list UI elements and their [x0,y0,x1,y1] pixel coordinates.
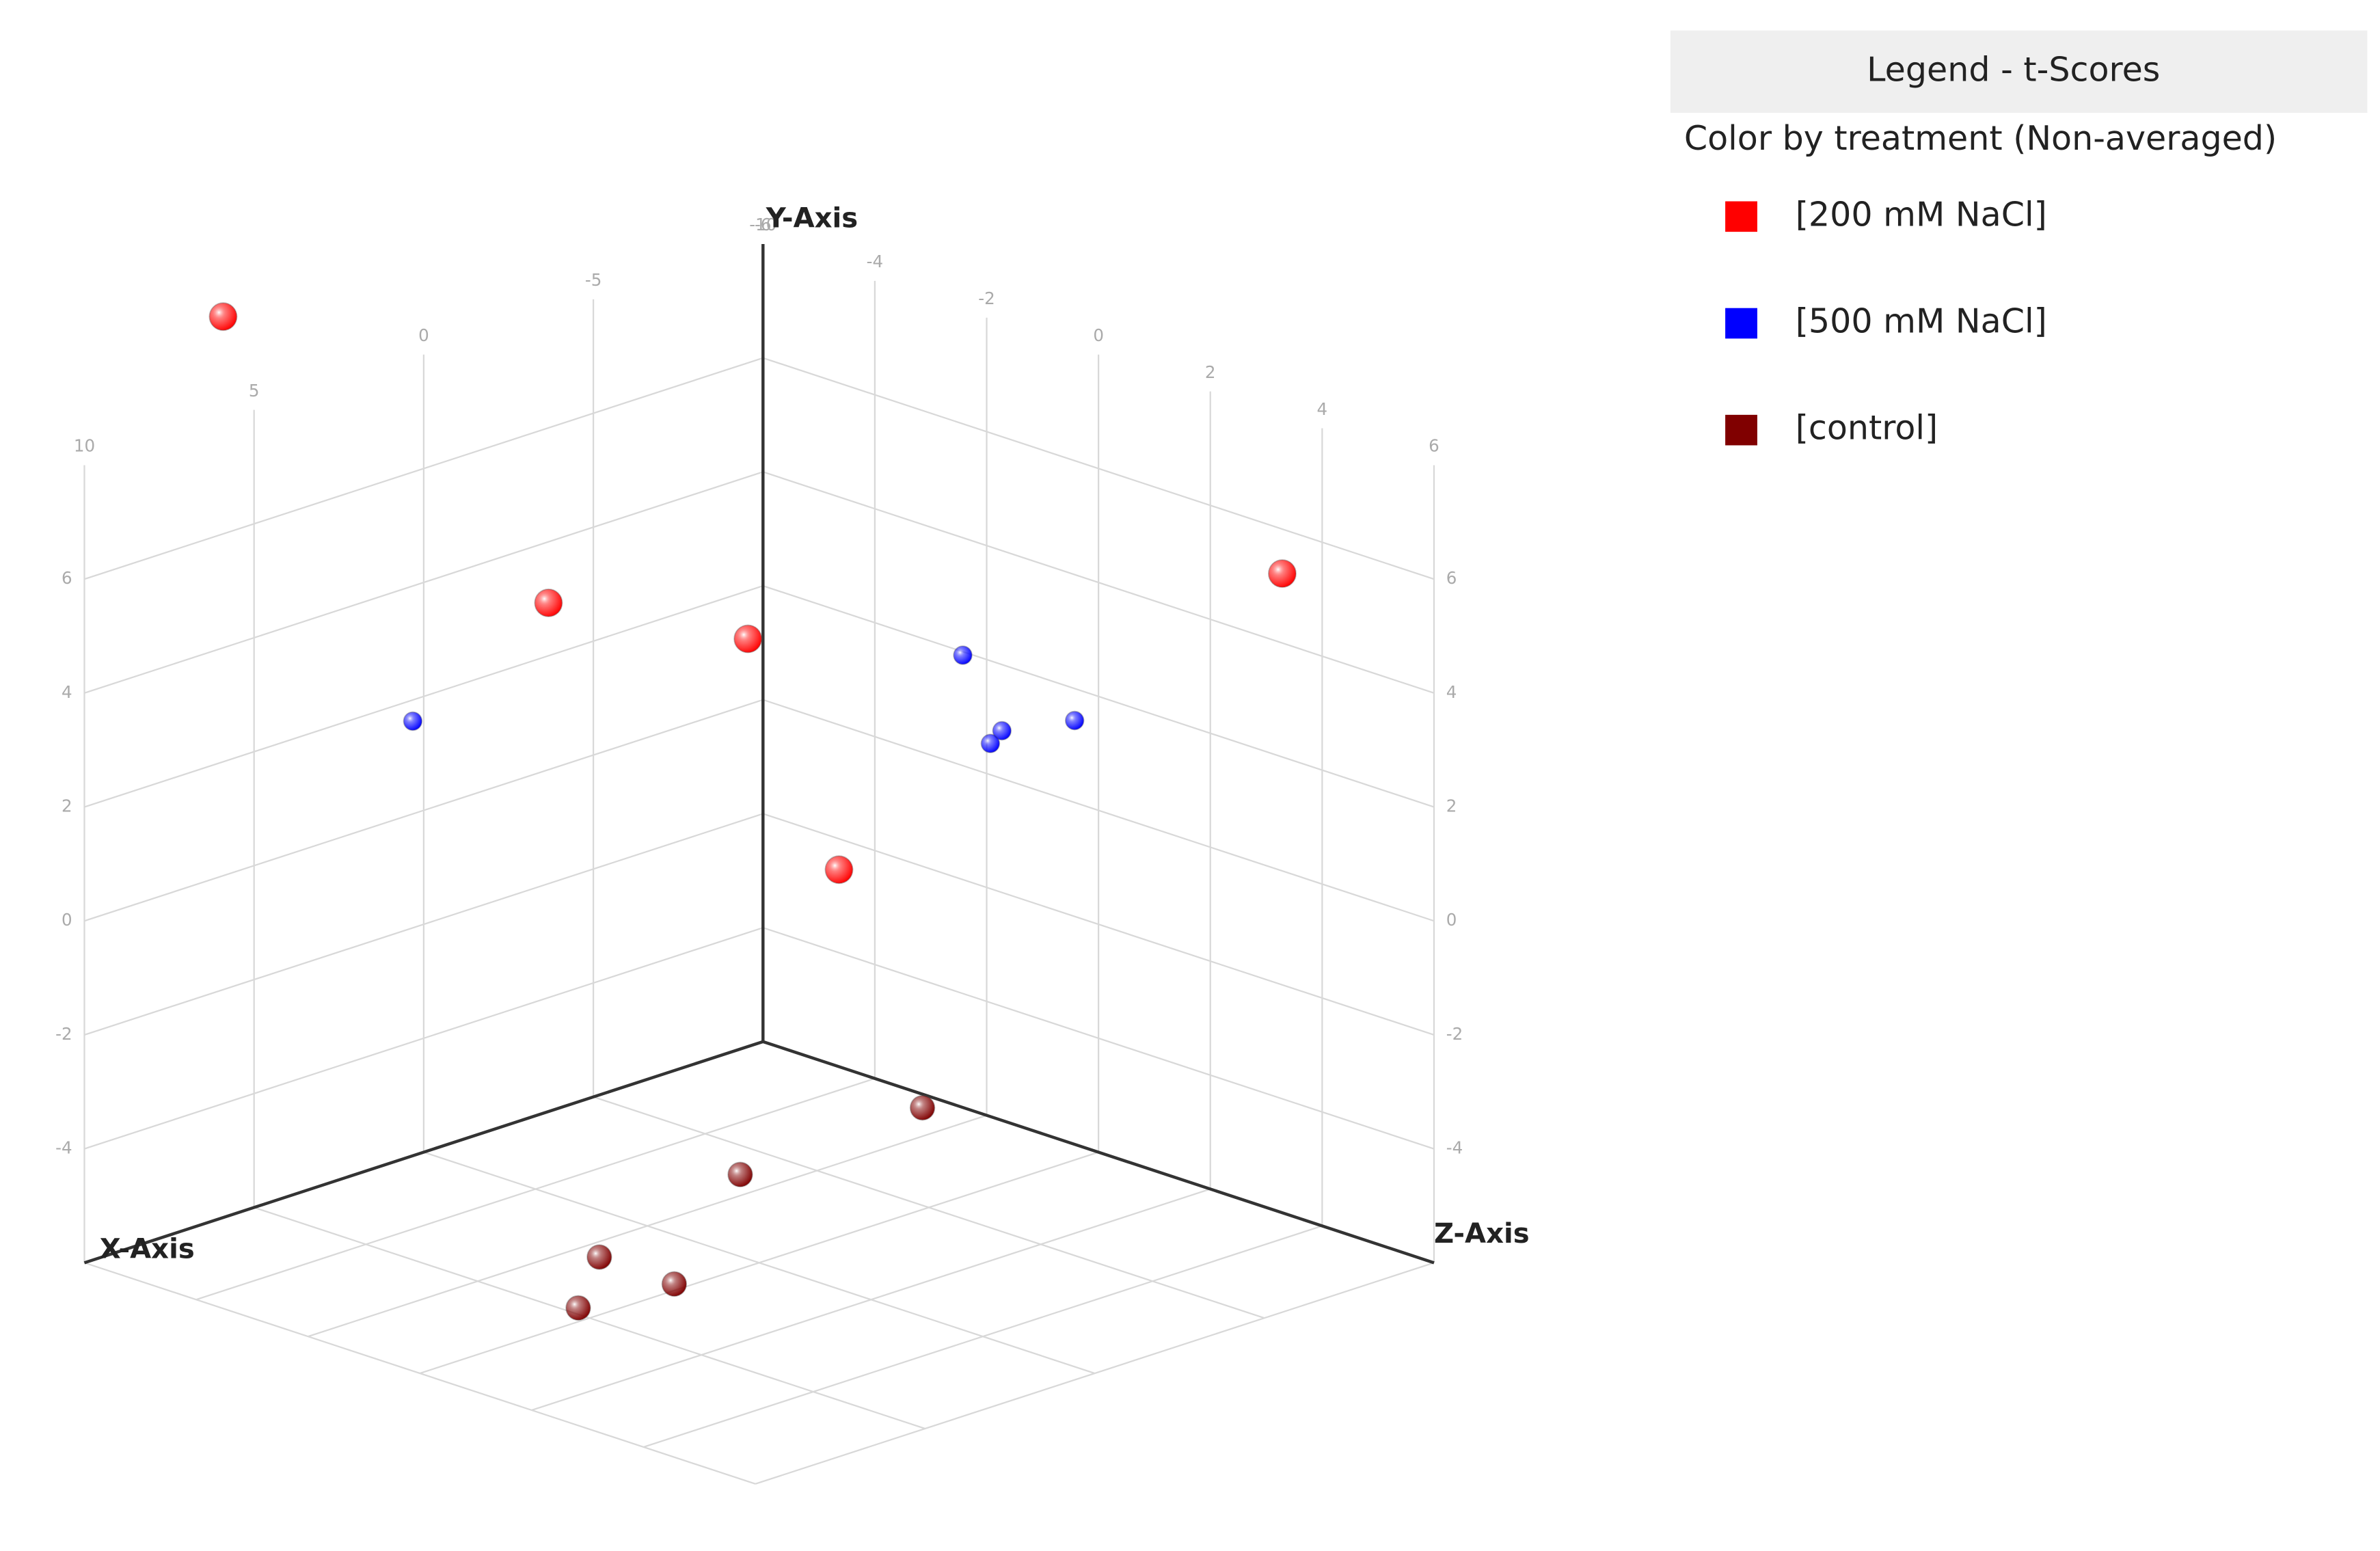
z-axis-label: Z-Axis [1434,1218,1530,1250]
grid-line [643,1225,1323,1448]
grid-line [84,1262,756,1485]
point [909,1094,936,1121]
y-tick-label: 0 [1446,910,1457,930]
y-tick-label: 6 [1446,568,1457,588]
grid-line [84,471,763,694]
y-tick-label: 6 [62,568,72,588]
x-tick-label: -5 [585,270,601,290]
point [824,855,854,885]
grid-line [531,1188,1211,1412]
z-tick-label: 0 [1093,325,1104,345]
z-tick-label: -2 [978,288,995,308]
y-axis-label: Y-Axis [766,202,858,234]
point [1064,710,1085,731]
x-tick-label: -10 [749,215,776,234]
z-tick-label: -4 [867,252,883,271]
grid-line [195,1077,876,1301]
legend-swatch [1725,414,1757,446]
z-tick-label: 6 [1429,436,1439,456]
y-tick-label: -2 [1446,1024,1463,1044]
point [733,624,763,653]
x-axis [83,1040,763,1265]
y-tick-label: 2 [1446,796,1457,816]
legend-label: [500 mM NaCl] [1796,301,2047,340]
grid-line [762,584,1435,808]
y-tick-label: 4 [1446,682,1457,702]
y-tick-label: 4 [62,682,72,702]
point [586,1244,612,1270]
z-tick-label: -6 [755,215,771,234]
point [980,733,1001,753]
points [208,302,1297,1321]
z-tick-label: 4 [1317,399,1328,419]
y-tick-label: -2 [55,1024,72,1044]
x-tick-label: 5 [249,381,260,401]
point [661,1271,688,1297]
grid-line [84,813,763,1036]
grid-line [762,927,1435,1150]
point [953,645,973,665]
point [565,1295,591,1321]
point [727,1161,753,1187]
grid-line [762,357,1435,580]
y-tick-label: -4 [1446,1138,1463,1158]
grid-line [84,584,763,808]
y-tick-label: -4 [55,1138,72,1158]
legend-label: [200 mM NaCl] [1796,194,2047,234]
point [1268,559,1297,589]
grid-line [762,471,1435,694]
z-tick-label: 2 [1205,362,1216,382]
grid-line [755,1262,1435,1485]
x-tick-label: 10 [74,436,95,456]
z-axis [762,1040,1435,1265]
grid-line [308,1114,987,1338]
grid-line [762,813,1435,1036]
axes: -10 -5 0 5 10 -6 -4 -2 0 2 4 6 -4 -4 -2 -2 0 0 2 2 4 4 6 6 X-Axi… [55,202,1529,1265]
point [992,720,1012,741]
legend-title: Legend - t-Scores [1867,49,2160,89]
legend-swatch [1725,201,1757,232]
legend-header [1670,30,2368,113]
legend-subtitle: Color by treatment (Non-averaged) [1684,118,2277,158]
legend: [200 mM NaCl] [500 mM NaCl] [control] [1725,194,2047,448]
legend-swatch [1725,308,1757,339]
point [534,588,563,617]
grid-line [419,1151,1099,1375]
grid-line [84,357,763,580]
grid [83,243,1435,1485]
y-tick-label: 0 [62,910,72,930]
grid-line [762,699,1435,922]
x-tick-label: 0 [418,325,429,345]
grid-line [84,699,763,922]
legend-label: [control] [1796,408,1938,448]
x-axis-label: X-Axis [100,1233,195,1265]
point [208,302,238,332]
point [403,711,423,731]
y-tick-label: 2 [62,796,72,816]
grid-line [84,927,763,1150]
